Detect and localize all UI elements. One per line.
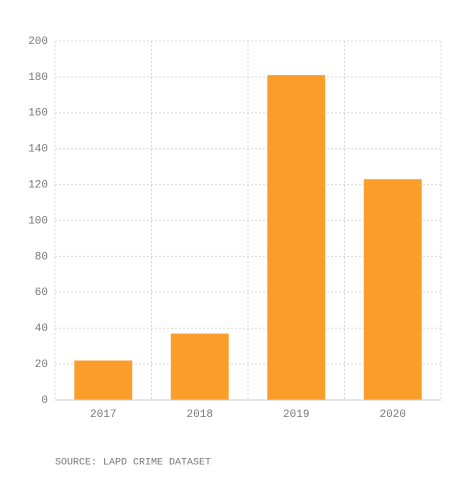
x-tick-label: 2020 (380, 409, 406, 421)
y-tick-label: 20 (35, 359, 48, 371)
x-tick-label: 2018 (187, 409, 213, 421)
y-tick-label: 40 (35, 323, 48, 335)
y-tick-label: 0 (41, 395, 48, 407)
x-tick-label: 2017 (90, 409, 116, 421)
y-tick-label: 160 (28, 108, 48, 120)
y-tick-label: 180 (28, 72, 48, 84)
y-tick-label: 200 (28, 36, 48, 48)
source-note: SOURCE: LAPD CRIME DATASET (55, 458, 211, 469)
bar (170, 333, 229, 400)
bar (267, 75, 326, 400)
y-tick-label: 60 (35, 287, 48, 299)
bar (74, 360, 133, 400)
x-tick-label: 2019 (283, 409, 309, 421)
y-tick-label: 120 (28, 180, 48, 192)
bar (363, 179, 422, 400)
y-tick-label: 140 (28, 144, 48, 156)
y-tick-label: 80 (35, 251, 48, 263)
y-tick-label: 100 (28, 215, 48, 227)
